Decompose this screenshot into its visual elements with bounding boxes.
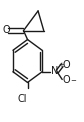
Text: Cl: Cl — [18, 94, 27, 104]
Text: O: O — [63, 60, 70, 70]
Text: N: N — [51, 66, 59, 76]
Text: +: + — [58, 62, 64, 68]
Text: O: O — [2, 25, 10, 35]
Text: −: − — [70, 78, 76, 84]
Text: O: O — [63, 75, 70, 85]
